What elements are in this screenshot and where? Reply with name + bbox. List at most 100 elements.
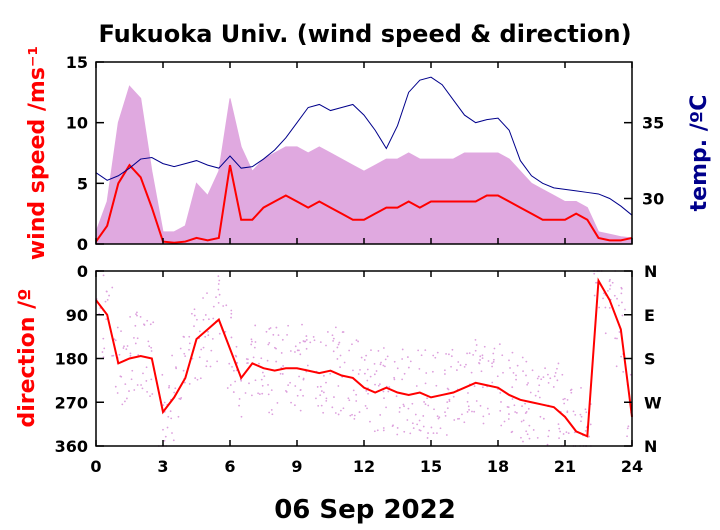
direction-scatter-point (312, 336, 315, 338)
direction-scatter-point (170, 417, 173, 420)
direction-scatter-point (334, 412, 337, 414)
direction-scatter-point (134, 324, 137, 327)
compass-tick-label: N (644, 262, 657, 281)
direction-scatter-point (325, 399, 328, 402)
direction-scatter-point (418, 368, 421, 370)
direction-scatter-point (210, 349, 213, 352)
hour-tick-label: 15 (420, 457, 442, 476)
direction-scatter-point (112, 354, 115, 357)
wind-speed-tick-label: 5 (77, 174, 88, 193)
direction-scatter-point (238, 404, 240, 407)
direction-scatter-point (275, 347, 277, 350)
direction-scatter-point (466, 400, 469, 403)
direction-scatter-point (409, 432, 412, 435)
direction-scatter-point (172, 439, 175, 442)
hour-tick-label: 3 (157, 457, 168, 476)
direction-scatter-point (235, 355, 238, 358)
direction-scatter-point (287, 384, 290, 387)
direction-scatter-point (352, 389, 355, 392)
direction-scatter-point (373, 373, 376, 376)
direction-scatter-point (585, 411, 588, 414)
direction-scatter-point (525, 374, 527, 377)
direction-scatter-point (363, 359, 366, 361)
direction-scatter-point (260, 357, 263, 360)
direction-scatter-point (254, 341, 257, 343)
direction-tick-label: 0 (77, 262, 88, 281)
direction-scatter-point (459, 364, 462, 367)
direction-scatter-point (145, 380, 148, 382)
direction-scatter-point (382, 390, 385, 393)
direction-tick-label: 180 (55, 350, 88, 369)
direction-scatter-point (169, 410, 172, 413)
direction-scatter-point (447, 388, 450, 391)
direction-scatter-point (211, 337, 214, 340)
direction-scatter-point (366, 379, 369, 382)
direction-scatter-point (171, 432, 173, 434)
date-label: 06 Sep 2022 (274, 495, 456, 525)
direction-scatter-point (218, 332, 221, 335)
direction-scatter-point (217, 275, 220, 278)
direction-scatter-point (316, 386, 319, 388)
direction-scatter-point (496, 375, 499, 378)
direction-scatter-point (621, 301, 623, 304)
direction-scatter-point (198, 330, 201, 333)
direction-scatter-point (270, 409, 273, 411)
direction-scatter-point (487, 360, 490, 362)
direction-scatter-point (527, 407, 530, 410)
direction-scatter-point (626, 427, 629, 430)
direction-scatter-point (150, 346, 153, 349)
direction-scatter-point (420, 354, 423, 357)
direction-scatter-point (193, 308, 196, 311)
direction-scatter-point (383, 397, 385, 400)
direction-scatter-point (608, 288, 611, 290)
direction-scatter-point (414, 413, 417, 416)
direction-scatter-point (174, 387, 177, 390)
direction-scatter-point (294, 351, 296, 353)
direction-scatter-point (511, 430, 514, 433)
direction-scatter-point (418, 429, 421, 431)
hour-tick-label: 0 (90, 457, 101, 476)
direction-scatter-point (579, 413, 582, 416)
direction-scatter-point (516, 364, 519, 367)
direction-scatter-point (491, 365, 494, 368)
direction-scatter-point (531, 369, 534, 372)
direction-scatter-point (492, 360, 495, 363)
direction-scatter-point (360, 356, 363, 359)
direction-scatter-point (190, 312, 193, 315)
direction-scatter-point (443, 369, 446, 372)
direction-scatter-point (427, 432, 429, 434)
direction-scatter-point (215, 296, 217, 299)
direction-scatter-point (252, 356, 255, 359)
direction-scatter-point (207, 334, 210, 337)
direction-scatter-point (448, 353, 450, 356)
direction-scatter-point (473, 385, 476, 388)
direction-scatter-point (525, 410, 528, 413)
direction-scatter-point (452, 395, 455, 398)
direction-scatter-point (302, 340, 305, 342)
direction-scatter-point (537, 375, 540, 378)
direction-scatter-point (376, 429, 379, 432)
direction-scatter-point (313, 339, 316, 342)
direction-scatter-point (152, 321, 155, 324)
direction-scatter-point (418, 419, 421, 422)
direction-scatter-point (250, 343, 253, 346)
direction-tick-label: 90 (66, 306, 88, 325)
direction-scatter-point (202, 318, 205, 321)
direction-scatter-point (620, 292, 623, 295)
direction-scatter-point (491, 381, 494, 384)
direction-scatter-point (396, 367, 399, 370)
direction-scatter-point (417, 349, 420, 352)
direction-scatter-point (514, 411, 517, 413)
direction-scatter-point (528, 424, 531, 427)
direction-scatter-point (593, 272, 596, 275)
direction-scatter-point (101, 351, 104, 353)
direction-scatter-point (150, 378, 153, 381)
direction-scatter-point (616, 297, 618, 300)
hour-tick-label: 6 (224, 457, 235, 476)
direction-scatter-point (536, 377, 539, 380)
direction-scatter-point (385, 406, 387, 409)
direction-scatter-point (146, 319, 149, 322)
direction-scatter-point (163, 439, 166, 442)
direction-scatter-point (290, 401, 292, 404)
direction-scatter-point (298, 375, 300, 378)
